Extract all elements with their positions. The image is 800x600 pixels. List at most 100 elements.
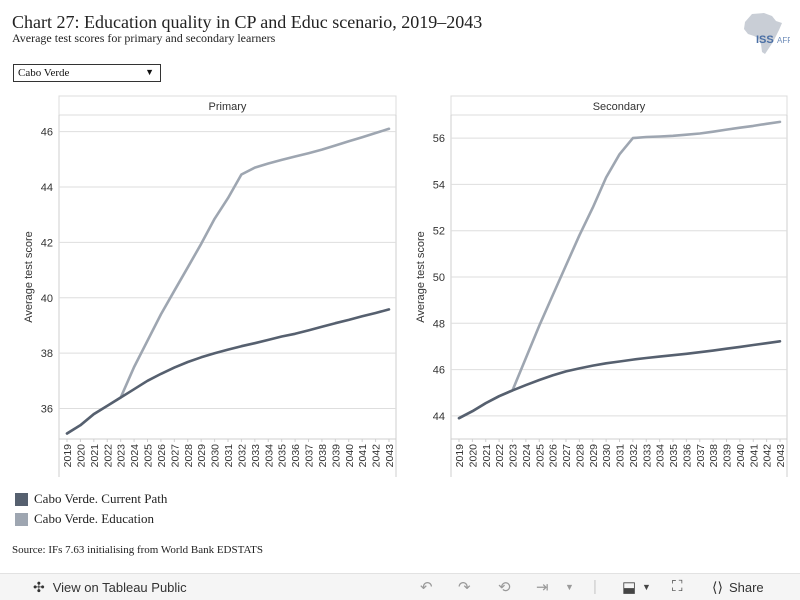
x-tick-label-primary: 2040	[344, 444, 356, 468]
x-tick-label-secondary: 2031	[615, 444, 627, 468]
x-tick-label-secondary: 2030	[601, 444, 613, 468]
x-tick-label-secondary: 2027	[561, 444, 573, 468]
x-tick-label-secondary: 2029	[588, 444, 600, 468]
x-tick-label-primary: 2024	[129, 444, 141, 468]
legend-label-current-path: Cabo Verde. Current Path	[34, 491, 168, 506]
share-button[interactable]: ⟨⟩ Share	[712, 579, 764, 596]
x-tick-label-secondary: 2034	[655, 444, 667, 468]
y-tick-label-primary: 38	[41, 348, 53, 360]
x-tick-label-secondary: 2025	[534, 444, 546, 468]
iss-africa-logo: ISS AFRICA	[744, 13, 790, 54]
series-line-primary-education	[65, 127, 391, 435]
country-filter-dropdown[interactable]: Cabo Verde ▼	[13, 64, 161, 82]
y-tick-label-primary: 40	[41, 293, 53, 305]
x-tick-label-primary: 2033	[250, 444, 262, 468]
x-tick-label-primary: 2028	[183, 444, 195, 468]
panel-header-secondary	[450, 95, 788, 116]
y-tick-label-secondary: 44	[433, 411, 445, 423]
y-tick-label-secondary: 46	[433, 365, 445, 377]
refresh-icon[interactable]: ⇥	[536, 579, 549, 596]
legend-label-education: Cabo Verde. Education	[34, 511, 154, 526]
y-tick-label-secondary: 56	[433, 133, 445, 145]
x-tick-label-primary: 2027	[169, 444, 181, 468]
x-tick-label-secondary: 2037	[695, 444, 707, 468]
x-tick-label-primary: 2042	[371, 444, 383, 468]
y-tick-label-secondary: 54	[433, 179, 445, 191]
tableau-toolbar: ✣ View on Tableau Public ↶ ↷ ⟲ ⇥ ▼ | ⬓ ▼…	[0, 573, 800, 600]
x-tick-label-primary: 2039	[330, 444, 342, 468]
x-tick-label-secondary: 2039	[722, 444, 734, 468]
x-tick-label-primary: 2035	[277, 444, 289, 468]
legend-swatch-current-path	[15, 492, 28, 506]
download-icon[interactable]: ⬓	[622, 579, 637, 596]
country-filter-value: Cabo Verde	[18, 67, 70, 79]
y-tick-label-secondary: 50	[433, 272, 445, 284]
x-tick-label-primary: 2019	[62, 444, 74, 468]
source-note: Source: IFs 7.63 initialising from World…	[12, 544, 264, 556]
x-tick-label-secondary: 2032	[628, 444, 640, 468]
x-tick-label-secondary: 2040	[735, 444, 747, 468]
panel-title-secondary: Secondary	[593, 101, 646, 113]
chart-subtitle: Average test scores for primary and seco…	[12, 31, 276, 45]
fullscreen-icon[interactable]: ⛶	[672, 578, 683, 595]
legend-item-current-path[interactable]: Cabo Verde. Current Path	[15, 489, 167, 509]
undo-icon[interactable]: ↶	[420, 579, 433, 596]
legend-item-education[interactable]: Cabo Verde. Education	[15, 509, 167, 529]
series-line-secondary-current-path	[457, 340, 782, 420]
x-tick-label-secondary: 2035	[668, 444, 680, 468]
x-tick-label-primary: 2034	[263, 444, 275, 468]
y-tick-label-primary: 36	[41, 404, 53, 416]
panel-title-primary: Primary	[209, 101, 247, 113]
chart-title: Chart 27: Education quality in CP and Ed…	[12, 12, 483, 32]
y-tick-label-primary: 44	[41, 182, 53, 194]
x-tick-label-secondary: 2033	[641, 444, 653, 468]
series-line-secondary-education	[457, 120, 782, 420]
x-tick-label-primary: 2031	[223, 444, 235, 468]
x-tick-label-secondary: 2042	[762, 444, 774, 468]
x-tick-label-primary: 2020	[75, 444, 87, 468]
x-tick-label-primary: 2037	[304, 444, 316, 468]
view-on-tableau-link[interactable]: ✣ View on Tableau Public	[33, 579, 187, 596]
x-tick-label-secondary: 2024	[521, 444, 533, 468]
x-tick-label-secondary: 2036	[681, 444, 693, 468]
x-tick-label-secondary: 2021	[481, 444, 493, 468]
x-tick-label-primary: 2023	[116, 444, 128, 468]
logo-text-suffix: AFRICA	[777, 36, 790, 45]
x-tick-label-primary: 2030	[210, 444, 222, 468]
x-tick-label-primary: 2029	[196, 444, 208, 468]
x-tick-label-primary: 2038	[317, 444, 329, 468]
revert-icon[interactable]: ⟲	[498, 579, 511, 596]
x-tick-label-primary: 2036	[290, 444, 302, 468]
y-axis-label-primary: Average test score	[23, 231, 35, 323]
y-tick-label-primary: 46	[41, 127, 53, 139]
x-tick-label-secondary: 2019	[454, 444, 466, 468]
x-tick-label-secondary: 2041	[748, 444, 760, 468]
africa-map-icon	[744, 13, 782, 54]
share-label: Share	[728, 580, 764, 595]
y-tick-label-secondary: 52	[433, 226, 445, 238]
download-dropdown-icon[interactable]: ▼	[642, 582, 651, 592]
x-tick-label-secondary: 2026	[548, 444, 560, 468]
logo-text: ISS	[756, 34, 774, 46]
panel-header-primary	[58, 95, 397, 116]
redo-icon[interactable]: ↷	[458, 579, 471, 596]
y-tick-label-secondary: 48	[433, 318, 445, 330]
chevron-down-icon: ▼	[145, 67, 154, 77]
legend-swatch-education	[15, 512, 28, 526]
x-tick-label-primary: 2021	[89, 444, 101, 468]
tableau-logo-icon: ✣	[33, 579, 45, 595]
refresh-dropdown-icon[interactable]: ▼	[565, 582, 574, 592]
series-line-primary-current-path	[65, 308, 391, 435]
x-tick-label-primary: 2032	[236, 444, 248, 468]
x-tick-label-secondary: 2038	[708, 444, 720, 468]
share-icon: ⟨⟩	[712, 579, 723, 595]
x-tick-label-secondary: 2043	[775, 444, 787, 468]
x-tick-label-primary: 2022	[102, 444, 114, 468]
x-tick-label-secondary: 2023	[508, 444, 520, 468]
x-tick-label-primary: 2025	[143, 444, 155, 468]
y-tick-label-primary: 42	[41, 237, 53, 249]
y-axis-label-secondary: Average test score	[415, 231, 427, 323]
view-on-tableau-label: View on Tableau Public	[52, 580, 187, 595]
chart-area: Primary 36 38 40 42 44 46 Average test score 201…	[23, 95, 788, 477]
x-tick-label-secondary: 2022	[494, 444, 506, 468]
